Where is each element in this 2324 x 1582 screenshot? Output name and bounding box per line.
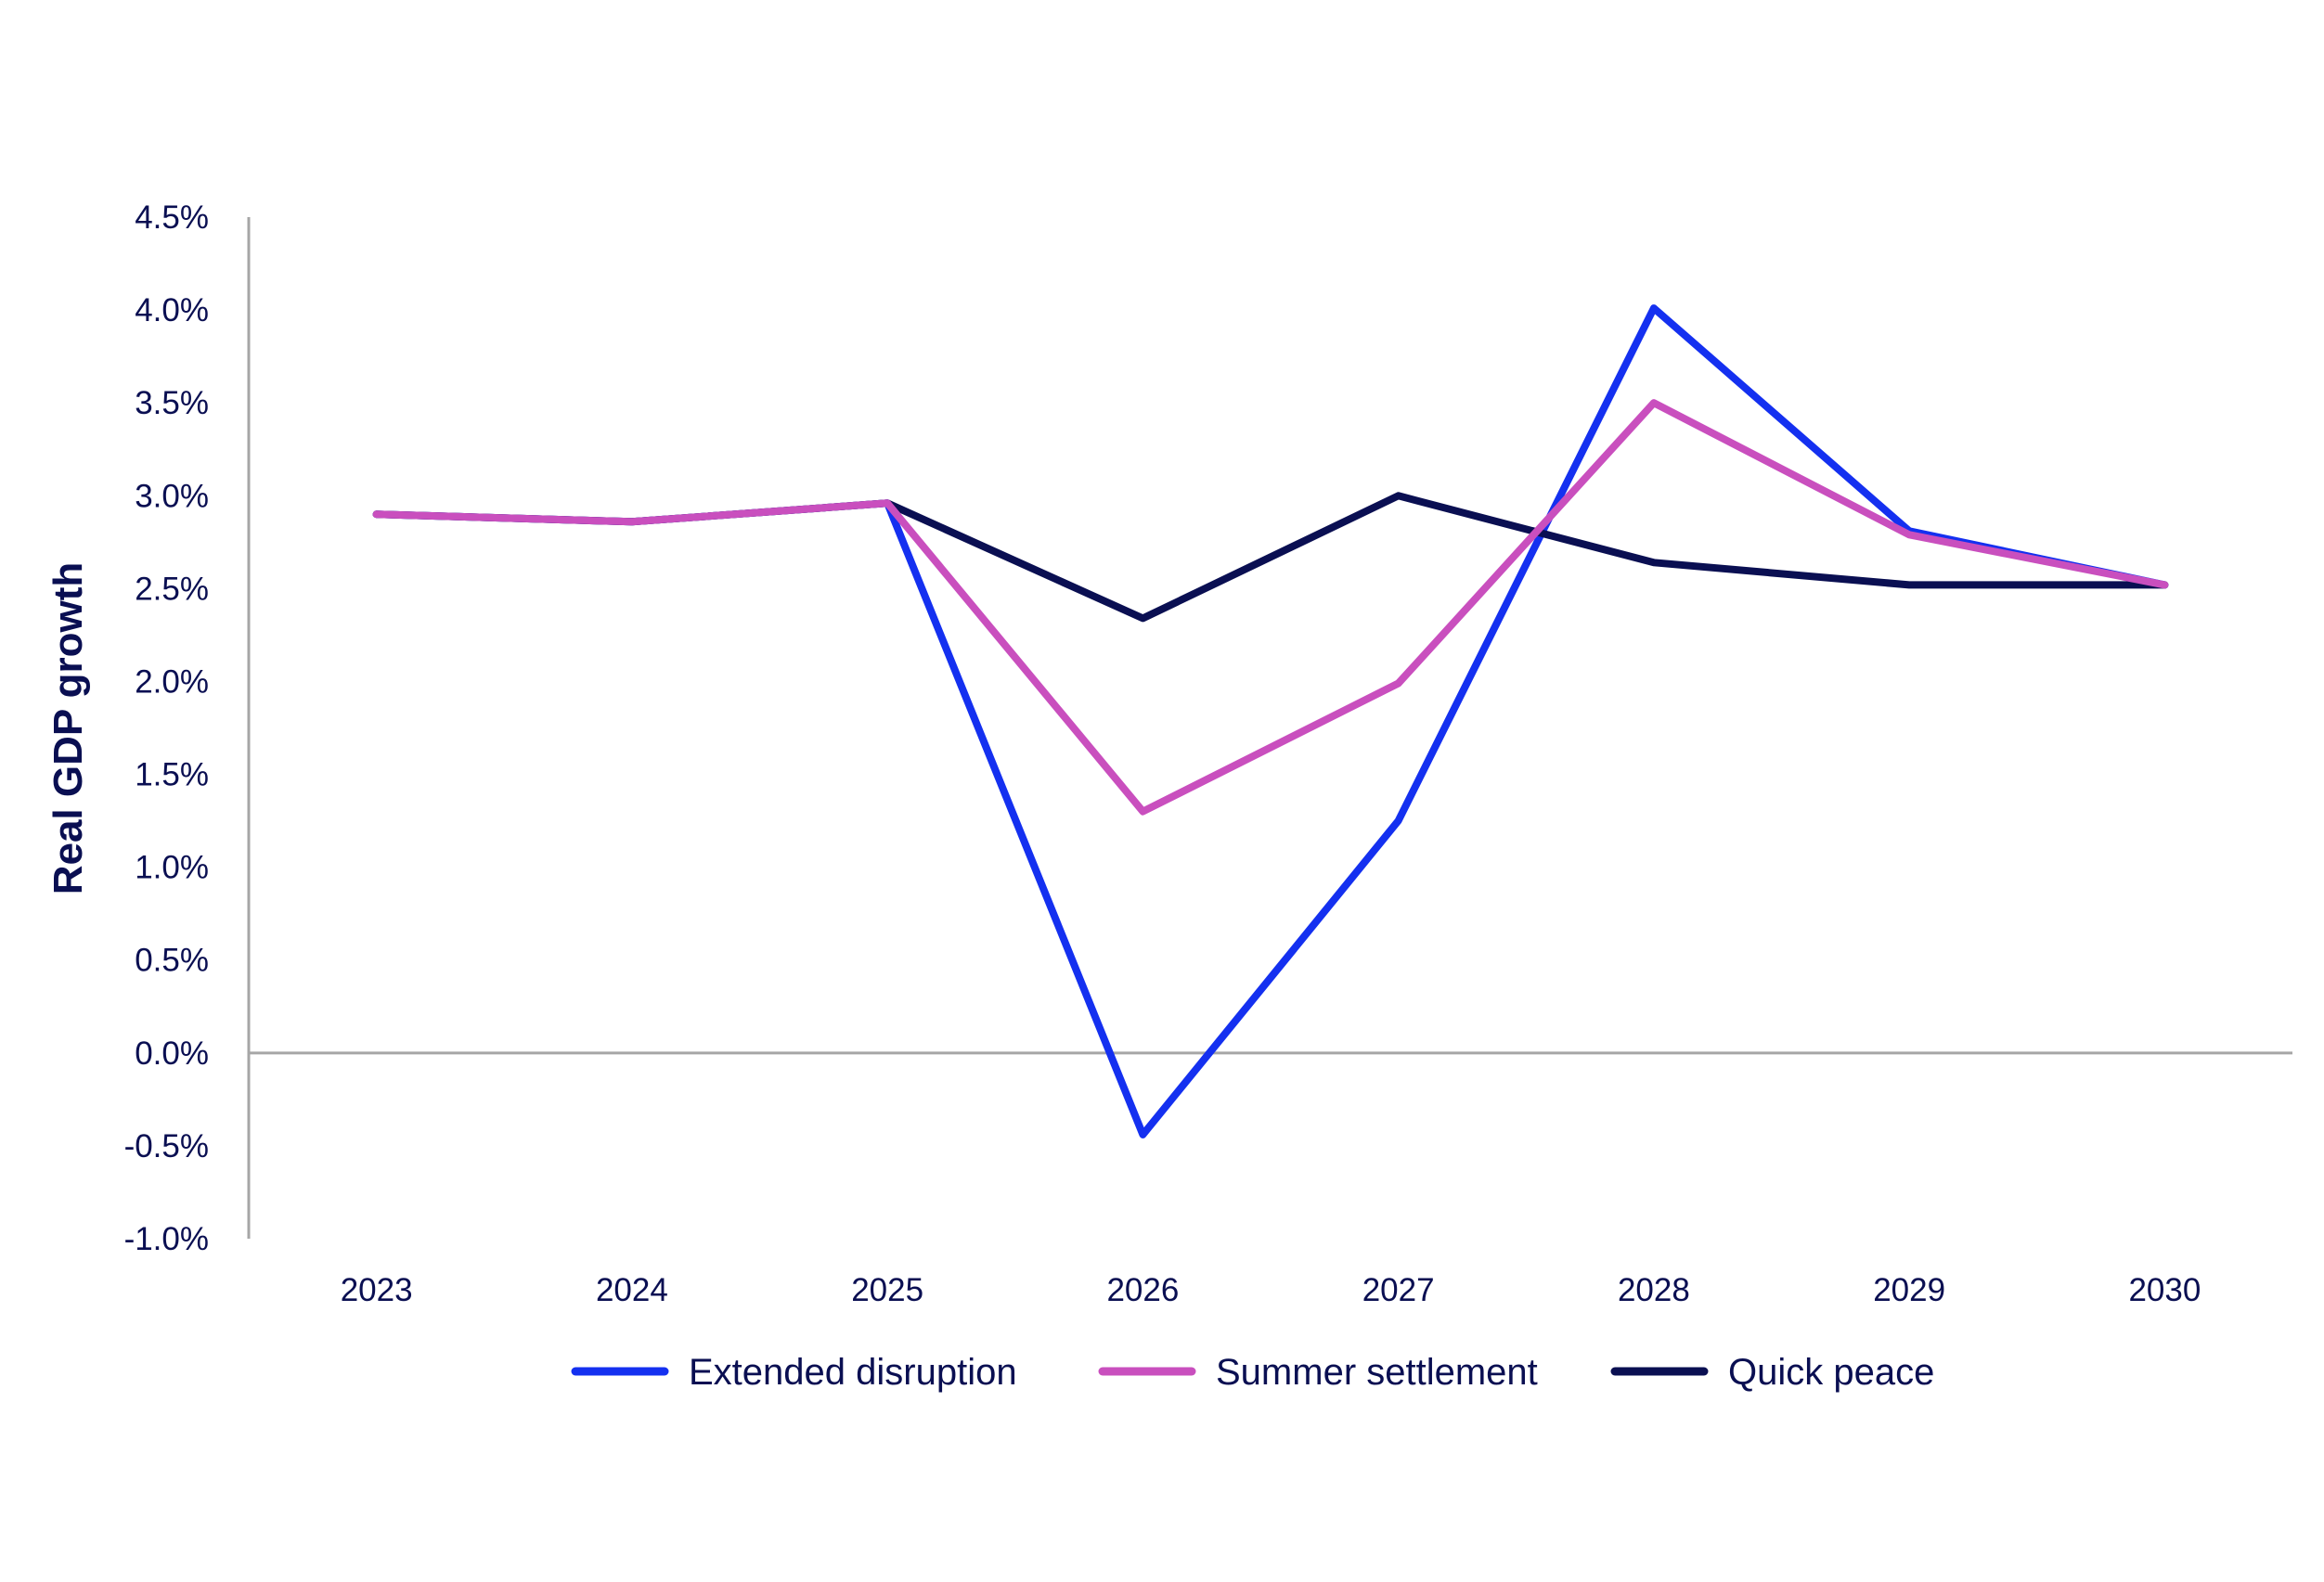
x-tick-label: 2030 bbox=[2128, 1272, 2201, 1308]
x-tick-label: 2026 bbox=[1106, 1272, 1179, 1308]
legend-label-summer-settlement: Summer settlement bbox=[1216, 1352, 1538, 1393]
x-tick-label: 2027 bbox=[1362, 1272, 1435, 1308]
x-tick-label: 2024 bbox=[596, 1272, 668, 1308]
legend: Extended disruption Summer settlement Quic… bbox=[571, 1352, 1934, 1393]
y-tick-label: 2.0% bbox=[135, 663, 209, 700]
y-tick-label: 2.5% bbox=[135, 571, 209, 607]
y-tick-label: 4.0% bbox=[135, 292, 209, 328]
legend-label-extended-disruption: Extended disruption bbox=[689, 1352, 1017, 1393]
series-lines bbox=[372, 304, 2169, 1138]
y-tick-label: -1.0% bbox=[124, 1221, 209, 1257]
y-tick-labels: 4.5% 4.0% 3.5% 3.0% 2.5% 2.0% 1.5% 1.0% 0.5% 0.0%… bbox=[124, 199, 209, 1257]
series-line-quick-peace bbox=[372, 492, 2169, 623]
y-axis-title: Real GDP growth bbox=[45, 562, 91, 895]
legend-label-quick-peace: Quick peace bbox=[1728, 1352, 1934, 1393]
x-tick-labels: 2023 2024 2025 2026 2027 2028 2029 2030 bbox=[341, 1272, 2201, 1308]
y-tick-label: 4.5% bbox=[135, 199, 209, 236]
y-tick-label: 3.0% bbox=[135, 478, 209, 514]
x-tick-label: 2029 bbox=[1873, 1272, 1945, 1308]
series-line-extended-disruption bbox=[372, 304, 2169, 1138]
x-tick-label: 2028 bbox=[1618, 1272, 1690, 1308]
x-tick-label: 2023 bbox=[341, 1272, 413, 1308]
y-tick-label: -0.5% bbox=[124, 1128, 209, 1164]
y-tick-label: 1.5% bbox=[135, 757, 209, 793]
y-tick-label: 0.5% bbox=[135, 943, 209, 979]
y-tick-label: 0.0% bbox=[135, 1035, 209, 1072]
x-tick-label: 2025 bbox=[851, 1272, 923, 1308]
series-line-summer-settlement bbox=[372, 399, 2169, 816]
y-tick-label: 3.5% bbox=[135, 385, 209, 421]
y-tick-label: 1.0% bbox=[135, 850, 209, 886]
